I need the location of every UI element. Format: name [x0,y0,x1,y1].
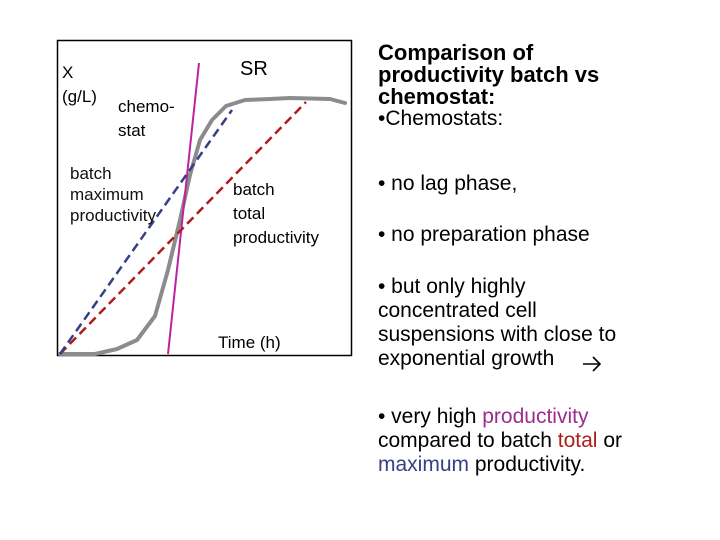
arrow-right-icon [583,356,602,372]
plot-frame [56,39,353,357]
x-axis-label: Time (h) [218,333,281,352]
batch-total-productivity-line [59,101,307,355]
chemostat-label-line2: stat [118,121,146,140]
vh-maximum: maximum [378,453,470,476]
conc-line3: suspensions with close to [378,323,617,346]
bullet-concentrated-suspensions: • but only highly concentrated cell susp… [378,275,616,371]
vh-line3: maximum productivity. [378,453,622,477]
vh-compared: compared to batch [378,429,558,452]
vh-line2: compared to batch total or [378,429,622,453]
batch-maximum-label-line2: maximum [70,185,144,204]
heading-line3: chemostat: [378,84,496,109]
y-axis-unit-label: (g/L) [62,87,97,106]
batch-maximum-label: batch maximum productivity [70,163,156,226]
bullet-very-high-productivity: • very high productivity compared to bat… [378,405,622,477]
bullet-no-lag-phase: • no lag phase, [378,172,518,195]
batch-growth-curve [58,96,347,356]
batch-maximum-label-line3: productivity [70,206,156,225]
batch-maximum-label-line1: batch [70,164,112,183]
comparison-heading: Comparison of productivity batch vs chem… [378,42,599,130]
batch-total-label-line3: productivity [233,228,319,247]
heading-line1: Comparison of [378,40,534,65]
chemostat-productivity-line [167,62,200,355]
vh-productivity: productivity [482,405,589,428]
batch-total-label-line1: batch [233,180,275,199]
conc-line1: • but only highly [378,275,526,298]
vh-prefix: • very high [378,405,483,428]
vh-end: productivity. [469,453,586,476]
conc-line2: concentrated cell [378,299,537,322]
y-axis-label: X [62,63,74,82]
heading-line2: productivity batch vs [378,62,600,87]
heading-line4: •Chemostats: [378,107,504,130]
chemostat-label: chemo- [118,97,175,116]
batch-total-label: batch total productivity [233,178,319,250]
sr-label: SR [240,58,268,80]
batch-total-label-line2: total [233,204,266,223]
bullet-no-preparation-phase: • no preparation phase [378,223,590,246]
vh-line1: • very high productivity [378,405,622,429]
batch-maximum-productivity-line [58,109,234,355]
conc-line4: exponential growth [378,347,555,370]
vh-total: total [557,429,598,452]
vh-or: or [597,429,622,452]
